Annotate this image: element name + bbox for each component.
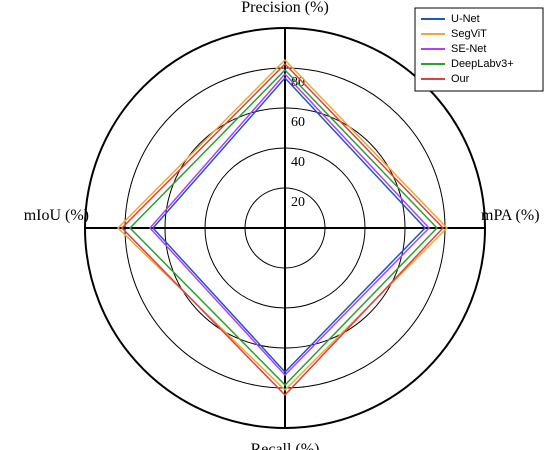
legend-label: Our (451, 73, 470, 85)
r-tick-label: 20 (291, 195, 305, 210)
series-polygon (128, 68, 439, 387)
axis-label: Recall (%) (251, 441, 320, 450)
r-tick-label: 40 (291, 155, 305, 170)
r-tick-label: 60 (291, 115, 305, 130)
series-polygon (120, 62, 445, 397)
axis-label: mPA (%) (481, 207, 540, 224)
legend-label: SegViT (451, 28, 487, 40)
legend-label: DeepLabv3+ (451, 58, 514, 70)
series-polygon (151, 76, 427, 374)
series-polygon (116, 58, 449, 392)
axis-label: Precision (%) (241, 0, 329, 16)
legend-label: SE-Net (451, 43, 486, 55)
axis-label: mIoU (%) (24, 207, 89, 224)
series-polygon (148, 72, 431, 377)
legend-label: U-Net (451, 13, 480, 25)
